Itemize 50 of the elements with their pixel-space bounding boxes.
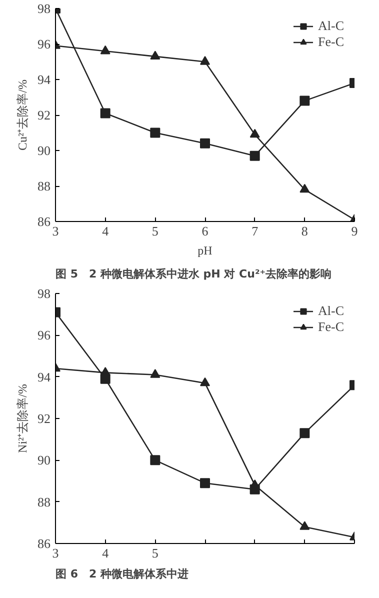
point [150, 455, 160, 466]
point [300, 184, 310, 193]
y-tick-label: 96 [38, 36, 51, 52]
y-tick-label: 94 [38, 72, 51, 87]
y-tick-label: 98 [38, 286, 50, 301]
point [100, 366, 110, 376]
x-tick-label: 4 [102, 224, 110, 238]
point [200, 377, 210, 386]
legend-label: Al-C [318, 303, 344, 319]
point [300, 428, 310, 438]
y-axis-title: Ni²⁺去除率/% [16, 384, 30, 453]
x-tick-label: 6 [202, 224, 209, 238]
y-tick-label: 92 [38, 411, 50, 426]
y-tick-label: 92 [38, 108, 50, 122]
y-tick-label: 86 [38, 536, 51, 551]
y-tick-label: 90 [38, 452, 50, 468]
x-tick-label: 4 [102, 546, 110, 560]
y-tick-label: 88 [38, 178, 50, 194]
y-tick-label: 98 [38, 1, 50, 16]
legend-label: Fe-C [318, 319, 344, 335]
point [300, 521, 310, 530]
x-tick-label: 5 [152, 546, 158, 560]
x-tick-label: 3 [52, 224, 59, 238]
y-tick-label: 94 [38, 369, 51, 384]
y-tick-label: 96 [38, 328, 51, 343]
point [100, 45, 110, 54]
x-tick-label: 9 [351, 224, 358, 238]
point [200, 138, 210, 148]
caption: 图 5 2 种微电解体系中进水 pH 对 Cu²⁺去除率的影响 [56, 268, 332, 280]
y-tick-label: 88 [38, 494, 50, 510]
point [200, 56, 210, 65]
caption: 图 6 2 种微电解体系中进 [56, 568, 188, 580]
x-tick-label: 8 [301, 224, 308, 238]
y-tick-label: 90 [38, 143, 50, 158]
x-axis-title: pH [198, 244, 213, 258]
y-tick-label: 86 [38, 214, 51, 229]
x-tick-label: 3 [52, 546, 59, 560]
point [300, 96, 310, 106]
legend-label: Fe-C [318, 34, 344, 50]
point [150, 369, 160, 378]
legend-label: Al-C [318, 18, 344, 34]
point [150, 50, 160, 60]
point [150, 128, 160, 138]
point [200, 478, 210, 488]
y-axis-title: Cu²⁺去除率/% [16, 80, 30, 150]
point [100, 108, 110, 118]
x-tick-label: 7 [252, 224, 259, 238]
point [250, 128, 260, 138]
x-tick-label: 5 [152, 224, 158, 238]
point [250, 150, 260, 161]
